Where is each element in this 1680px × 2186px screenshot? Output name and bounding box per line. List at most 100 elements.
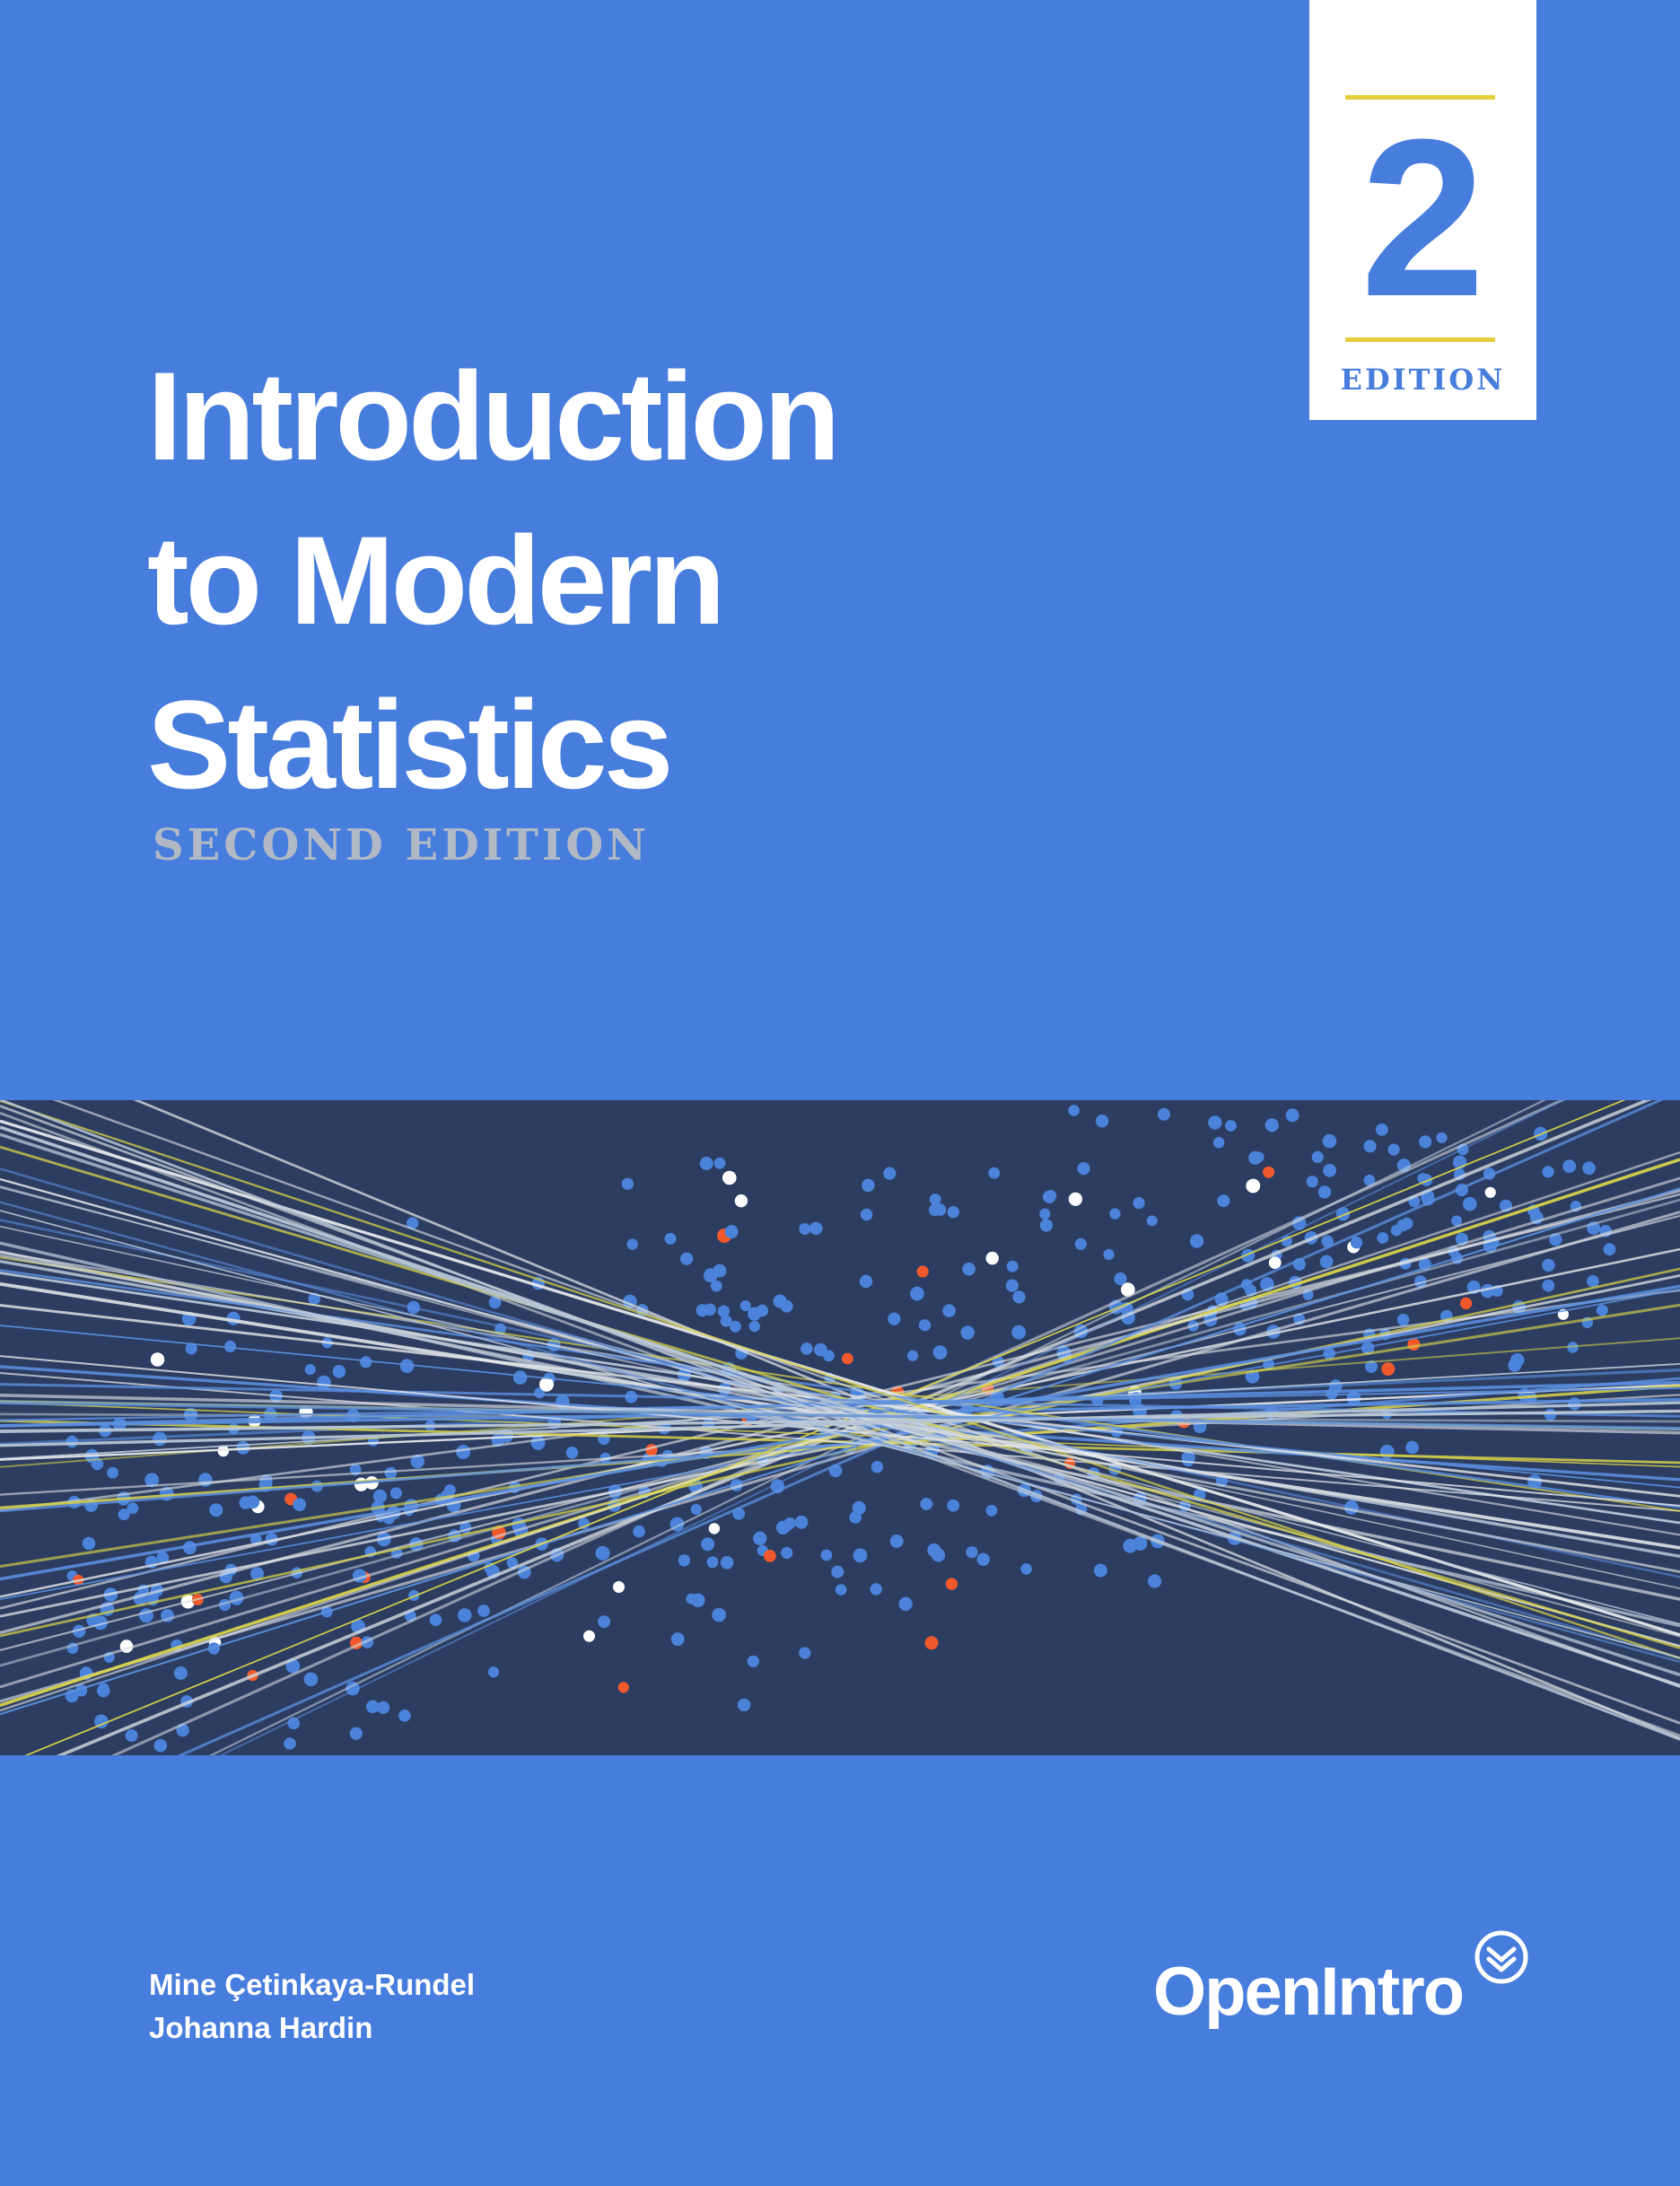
illustration-dot [127, 1502, 139, 1515]
illustration-dot [924, 1636, 939, 1650]
illustration-dot [1011, 1325, 1027, 1340]
illustration-dot [722, 1170, 737, 1185]
illustration-dot [621, 1177, 634, 1190]
illustration-line [0, 1132, 1680, 1677]
illustration-dot [150, 1352, 165, 1367]
illustration-dot [1321, 1235, 1334, 1248]
illustration-dot [985, 1504, 998, 1517]
illustration-dot [125, 1729, 138, 1743]
badge-rule-top [1345, 95, 1495, 100]
illustration-dot [1148, 1574, 1162, 1588]
illustration-dot [783, 1517, 796, 1530]
illustration-dot [748, 1320, 760, 1333]
illustration-dot [1114, 1272, 1127, 1286]
illustration-line [0, 1210, 1680, 1659]
illustration-dot [720, 1315, 732, 1327]
illustration-dot [1510, 1353, 1525, 1368]
illustration-dot [539, 1377, 554, 1392]
illustration-dot [1268, 1256, 1282, 1269]
illustration-dot [458, 1608, 472, 1622]
illustration-dot [1596, 1304, 1608, 1316]
illustration-dot [1281, 1235, 1292, 1247]
illustration-dot [906, 1350, 919, 1361]
illustration-dot [284, 1737, 296, 1750]
illustration-line [219, 1100, 1565, 1755]
illustration-dot [748, 1307, 762, 1321]
illustration-dot [780, 1299, 793, 1313]
illustration-dot [1542, 1258, 1555, 1272]
illustration-dot [583, 1630, 595, 1642]
illustration-dot [820, 1549, 833, 1561]
cover-illustration [0, 1100, 1680, 1755]
illustration-line [0, 1187, 1680, 1716]
illustration-line [0, 1269, 1680, 1508]
illustration-dot [945, 1578, 958, 1590]
line-bundle [0, 1100, 1680, 1755]
illustration-dot [1436, 1132, 1448, 1143]
illustration-dot [1146, 1215, 1158, 1227]
illustration-dot [287, 1717, 301, 1730]
illustration-dot [747, 1655, 759, 1667]
illustration-dot [814, 1342, 827, 1357]
illustration-dot [349, 1727, 363, 1740]
illustration-dot [853, 1548, 868, 1563]
illustration-dot [799, 1223, 811, 1235]
title-line-3: Statistics [147, 674, 673, 815]
illustration-line [0, 1384, 1680, 1509]
illustration-dot [701, 1537, 715, 1552]
illustration-dot [1562, 1159, 1577, 1174]
illustration-dot [217, 1445, 230, 1457]
illustration-dot [487, 1666, 500, 1678]
illustration-dot [246, 1495, 260, 1509]
illustration-dot [859, 1274, 873, 1289]
author-list: Mine Çetinkaya-Rundel Johanna Hardin [149, 1963, 475, 2050]
illustration-line [0, 1355, 1680, 1507]
illustration-dot [304, 1364, 316, 1376]
title-line-1: Introduction [147, 345, 840, 486]
illustration-line [0, 1401, 1680, 1447]
illustration-dot [870, 1583, 882, 1596]
illustration-dot [985, 1251, 999, 1265]
illustration-dot [565, 1447, 579, 1459]
illustration-dot [506, 1557, 519, 1569]
illustration-dot [1263, 1358, 1275, 1370]
illustration-dot [1006, 1260, 1019, 1272]
illustration-dot [1123, 1538, 1138, 1553]
illustration-dot [1248, 1150, 1263, 1165]
illustration-dot [942, 1304, 956, 1317]
illustration-dot [1095, 1115, 1109, 1128]
author-name: Johanna Hardin [149, 2011, 373, 2044]
illustration-dot [617, 1682, 629, 1693]
illustration-dot [209, 1503, 223, 1517]
illustration-dot [703, 1268, 718, 1283]
illustration-dot [598, 1615, 611, 1629]
illustration-line [0, 1225, 1680, 1589]
edition-number: 2 [1360, 92, 1486, 343]
edition-badge: 2 EDITION [1309, 0, 1536, 420]
illustration-dot [488, 1296, 502, 1309]
illustration-dot [1005, 1279, 1019, 1292]
illustration-dot [1387, 1143, 1400, 1156]
illustration-dot [512, 1370, 528, 1385]
illustration-dot [889, 1535, 904, 1548]
illustration-dot [250, 1567, 264, 1581]
illustration-dot [960, 1325, 975, 1340]
illustration-dot [1322, 1133, 1337, 1149]
illustration-dot [578, 1517, 591, 1530]
book-title: Introduction to Modern Statistics [147, 334, 840, 826]
illustration-dot [932, 1345, 948, 1360]
illustration-dot [1460, 1297, 1473, 1309]
illustration-dot [699, 1157, 713, 1170]
illustration-dot [1217, 1194, 1230, 1208]
illustration-dot [1323, 1164, 1336, 1177]
illustration-dot [633, 1525, 645, 1538]
illustration-line [0, 1100, 1680, 1660]
illustration-dot [835, 1584, 847, 1596]
illustration-dot [929, 1194, 941, 1205]
illustration-dot [1375, 1124, 1388, 1136]
illustration-dot [429, 1613, 442, 1626]
illustration-dot [1225, 1120, 1237, 1132]
illustration-dot [781, 1546, 793, 1560]
illustration-dot [883, 1167, 897, 1180]
